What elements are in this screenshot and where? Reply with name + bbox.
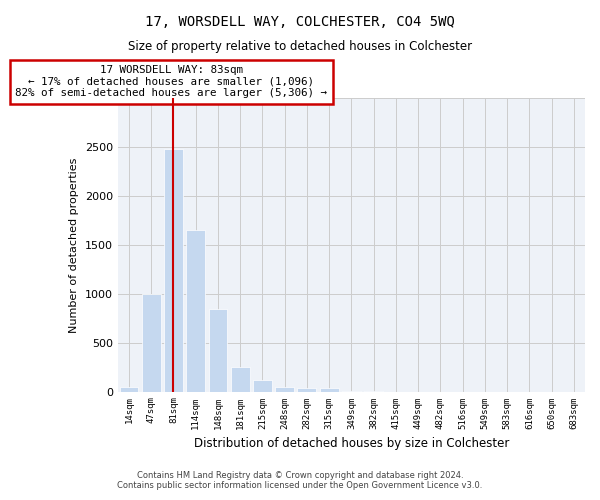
Bar [320,388,338,392]
Text: Contains HM Land Registry data © Crown copyright and database right 2024.
Contai: Contains HM Land Registry data © Crown c… [118,470,482,490]
Bar [209,310,227,392]
Bar [186,230,205,392]
Bar [119,386,139,392]
Bar [253,380,272,392]
Text: 17 WORSDELL WAY: 83sqm
← 17% of detached houses are smaller (1,096)
82% of semi-: 17 WORSDELL WAY: 83sqm ← 17% of detached… [15,65,327,98]
Text: 17, WORSDELL WAY, COLCHESTER, CO4 5WQ: 17, WORSDELL WAY, COLCHESTER, CO4 5WQ [145,15,455,29]
Bar [231,367,250,392]
X-axis label: Distribution of detached houses by size in Colchester: Distribution of detached houses by size … [194,437,509,450]
Y-axis label: Number of detached properties: Number of detached properties [70,157,79,332]
Bar [142,294,161,392]
Bar [164,149,183,392]
Bar [275,386,294,392]
Text: Size of property relative to detached houses in Colchester: Size of property relative to detached ho… [128,40,472,53]
Bar [298,388,316,392]
